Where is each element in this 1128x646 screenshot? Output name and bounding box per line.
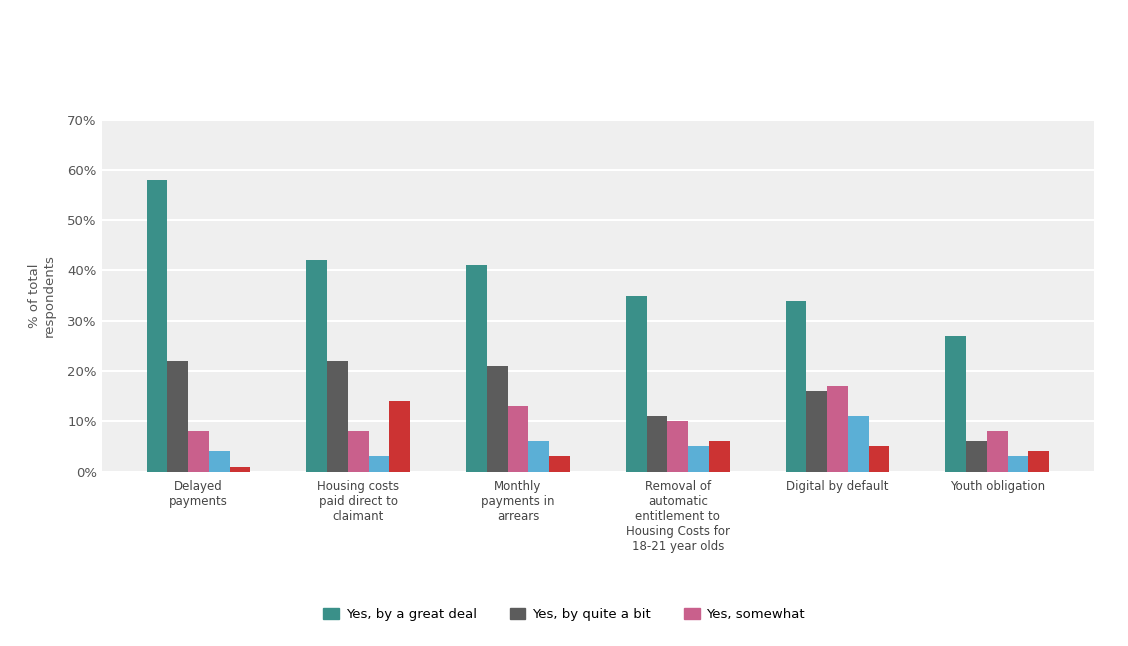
Bar [646,416,668,472]
Bar [307,260,327,472]
Bar [209,452,230,472]
Bar [1007,457,1029,472]
Bar [466,266,487,472]
Bar [708,441,730,472]
Legend: Yes, by a great deal, Yes, by quite a bit, Yes, somewhat: Yes, by a great deal, Yes, by quite a bi… [318,603,810,627]
Bar [869,446,889,472]
Bar [528,441,549,472]
Bar [188,432,209,472]
Bar [848,416,869,472]
Bar [327,361,347,472]
Bar [987,432,1007,472]
Bar [347,432,369,472]
Bar [147,180,167,472]
Text: Graph 12: Have the following welfare benefit changes introduced under Universal : Graph 12: Have the following welfare ben… [141,32,987,47]
Bar [966,441,987,472]
Bar [549,457,570,472]
Bar [688,446,708,472]
Bar [945,336,966,472]
Bar [230,466,250,472]
Bar [389,401,411,472]
Bar [487,366,508,472]
Bar [626,295,646,472]
Bar [508,406,528,472]
Y-axis label: % of total
respondents: % of total respondents [28,254,56,337]
Bar [827,386,848,472]
Bar [668,421,688,472]
Text: young people’s ability to access and sustain accommodation in your area?: young people’s ability to access and sus… [245,81,883,96]
Bar [807,391,827,472]
Bar [167,361,188,472]
Bar [1029,452,1049,472]
Bar [785,300,807,472]
Bar [369,457,389,472]
